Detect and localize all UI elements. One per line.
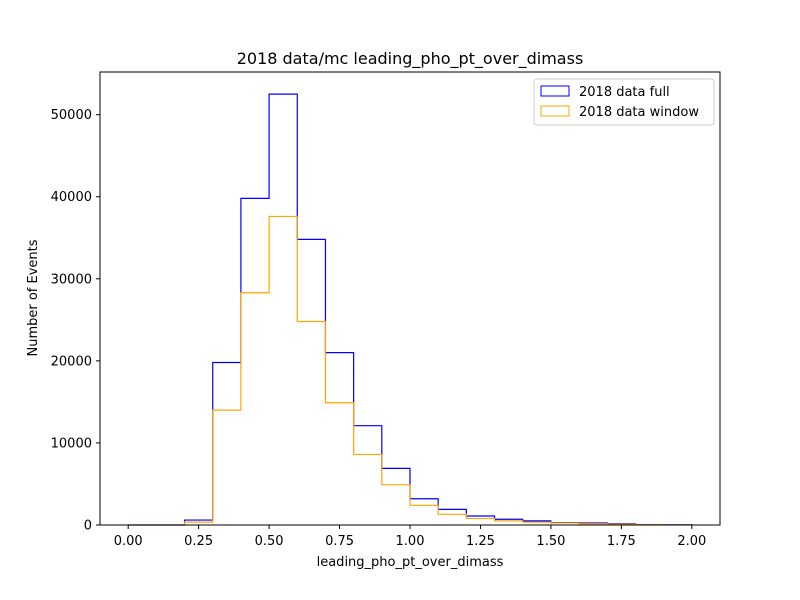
x-tick-label: 2.00 [677, 534, 706, 549]
x-tick-label: 0.50 [255, 534, 284, 549]
series-1-outline [128, 215, 693, 526]
x-tick-label: 0.75 [325, 534, 354, 549]
x-axis-ticks: 0.00 0.25 0.50 0.75 1.00 1.25 1.50 1.75 2.00 [114, 525, 706, 549]
legend-swatch-full [540, 85, 570, 97]
legend: 2018 data full 2018 data window [533, 78, 715, 126]
y-tick-label: 40000 [51, 190, 92, 205]
x-tick-label: 1.25 [466, 534, 495, 549]
plot-frame [99, 71, 721, 526]
y-tick-label: 20000 [51, 354, 92, 369]
legend-box [533, 78, 715, 126]
x-tick-label: 0.25 [184, 534, 213, 549]
y-axis-label: Number of Events [26, 239, 41, 356]
x-tick-label: 1.00 [396, 534, 425, 549]
y-tick-label: 10000 [51, 436, 92, 451]
y-tick-label: 0 [84, 519, 92, 534]
y-axis-ticks: 0 10000 20000 30000 40000 50000 [51, 108, 100, 534]
y-tick-label: 50000 [51, 108, 92, 123]
x-tick-label: 0.00 [114, 534, 143, 549]
legend-label-full: 2018 data full [579, 85, 670, 100]
series-layer [128, 93, 693, 526]
x-axis-label: leading_pho_pt_over_dimass [317, 555, 504, 570]
x-tick-label: 1.50 [536, 534, 565, 549]
chart-title: 2018 data/mc leading_pho_pt_over_dimass [237, 49, 584, 69]
x-tick-label: 1.75 [607, 534, 636, 549]
y-tick-label: 30000 [51, 272, 92, 287]
legend-swatch-window [540, 105, 570, 117]
legend-label-window: 2018 data window [579, 105, 699, 120]
